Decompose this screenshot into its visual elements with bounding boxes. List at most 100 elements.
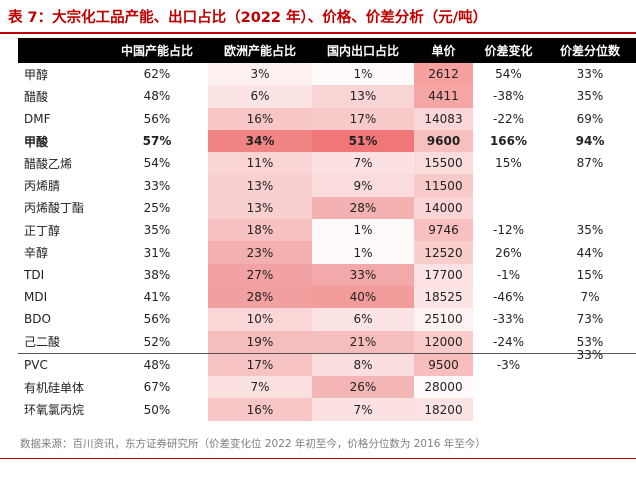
table-row: PVC 48% 17% 8% 9500 -3% 33% [18, 348, 636, 377]
cell-export-share: 1% [312, 241, 414, 264]
cell-eu-capacity: 13% [208, 174, 312, 197]
cell-eu-capacity: 13% [208, 196, 312, 220]
cell-spread-percentile: 33% [576, 67, 604, 82]
table-title: 表 7：大宗化工品产能、出口占比（2022 年）、价格、价差分析（元/吨） [8, 10, 488, 26]
cell-spread-change [473, 197, 544, 219]
cell-name: TDI [24, 267, 45, 282]
table-row: DMF 56% 16% 17% 14083 -22% 69% [18, 107, 636, 130]
cell-spread-percentile: 35% [576, 89, 604, 104]
cell-cn-capacity: 25% [143, 200, 171, 215]
cell-export-share: 51% [312, 129, 414, 153]
cell-price: 28000 [414, 376, 473, 399]
cell-export-share: 26% [312, 376, 414, 399]
cell-name: BDO [24, 312, 51, 327]
bottom-divider [0, 458, 636, 459]
cell-name: PVC [18, 352, 106, 377]
cell-spread-percentile: 44% [576, 245, 604, 260]
cell-cn-capacity: 54% [143, 156, 171, 171]
cell-spread-change: 54% [495, 67, 522, 82]
cell-cn-capacity: 56% [143, 111, 171, 126]
cell-export-share: 9% [312, 174, 414, 197]
cell-spread-change: -22% [492, 111, 524, 126]
table-row: 醋酸 48% 6% 13% 4411 -38% 35% [18, 85, 636, 108]
cell-eu-capacity: 16% [208, 398, 312, 421]
table-row: 甲酸 57% 34% 51% 9600 166% 94% [18, 129, 636, 153]
table-row: 己二酸 52% 19% 21% 12000 -24% 53% [18, 330, 636, 354]
table-row: TDI 38% 27% 33% 17700 -1% 15% [18, 263, 636, 286]
cell-price: 2612 [414, 63, 473, 86]
cell-export-share: 7% [312, 152, 414, 175]
cell-price: 14083 [414, 107, 473, 130]
cell-spread-percentile: 7% [580, 290, 600, 305]
cell-name: 醋酸 [24, 89, 49, 104]
cell-export-share: 1% [312, 219, 414, 242]
cell-name: 环氧氯丙烷 [24, 403, 85, 418]
cell-export-share: 13% [312, 85, 414, 108]
cell-export-share: 1% [312, 63, 414, 86]
cell-spread-change: -24% [492, 334, 524, 349]
cell-spread-change: -46% [492, 290, 524, 305]
cell-name: 丙烯酸丁酯 [24, 201, 85, 216]
cell-cn-capacity: 38% [143, 267, 171, 282]
table-row: 辛醇 31% 23% 1% 12520 26% 44% [18, 241, 636, 264]
cell-eu-capacity: 6% [208, 85, 312, 108]
header-cell-spread-percentile: 价差分位数 [544, 38, 636, 63]
cell-cn-capacity: 62% [143, 67, 171, 82]
cell-spread-percentile: 73% [576, 312, 604, 327]
header-row: 中国产能占比 欧洲产能占比 国内出口占比 单价 价差变化 价差分位数 [18, 38, 636, 63]
cell-cn-capacity: 57% [142, 134, 172, 149]
cell-cn-capacity: 33% [143, 178, 171, 193]
floating-percentile: 33% [576, 347, 604, 362]
cell-spread-percentile [544, 376, 636, 398]
cell-spread-change: -12% [492, 223, 524, 238]
cell-spread-change: 15% [495, 156, 522, 171]
cell-name: 己二酸 [24, 335, 61, 350]
cell-spread-percentile: 33% [544, 348, 636, 377]
cell-name: 甲醇 [24, 67, 49, 82]
cell-price: 12000 [414, 330, 473, 354]
cell-spread-change [473, 398, 544, 420]
cell-name: 有机硅单体 [24, 380, 85, 395]
cell-spread-percentile [544, 197, 636, 219]
cell-eu-capacity: 34% [208, 129, 312, 153]
table-row: 甲醇 62% 3% 1% 2612 54% 33% [18, 63, 636, 86]
cell-cn-capacity: 48% [106, 352, 208, 377]
header-cell-price: 单价 [414, 38, 473, 63]
cell-eu-capacity: 18% [208, 219, 312, 242]
cell-export-share: 33% [312, 263, 414, 286]
header-cell-export-share: 国内出口占比 [312, 38, 414, 63]
cell-spread-change: 26% [495, 245, 522, 260]
cell-cn-capacity: 41% [143, 290, 171, 305]
cell-spread-percentile [544, 174, 636, 196]
cell-export-share: 21% [312, 330, 414, 354]
table-row: MDI 41% 28% 40% 18525 -46% 7% [18, 285, 636, 309]
cell-export-share: 17% [312, 107, 414, 130]
cell-spread-change: -3% [473, 352, 544, 377]
cell-price: 14000 [414, 196, 473, 220]
table-row: 正丁醇 35% 18% 1% 9746 -12% 35% [18, 219, 636, 242]
cell-cn-capacity: 50% [143, 402, 171, 417]
header-cell-cn-capacity: 中国产能占比 [106, 38, 208, 63]
cell-spread-change: -33% [492, 312, 524, 327]
cell-price: 9500 [414, 352, 473, 377]
cell-name: MDI [24, 290, 48, 305]
cell-eu-capacity: 10% [208, 308, 312, 331]
cell-price: 18525 [414, 285, 473, 309]
cell-eu-capacity: 16% [208, 107, 312, 130]
cell-spread-percentile: 69% [576, 111, 604, 126]
cell-price: 9600 [414, 129, 473, 153]
cell-spread-percentile [544, 398, 636, 420]
cell-spread-change: -1% [496, 267, 521, 282]
cell-eu-capacity: 3% [208, 63, 312, 86]
cell-spread-change: 166% [489, 134, 528, 149]
cell-export-share: 7% [312, 398, 414, 421]
header-cell-eu-capacity: 欧洲产能占比 [208, 38, 312, 63]
data-table: 中国产能占比 欧洲产能占比 国内出口占比 单价 价差变化 价差分位数 甲醇 62%… [18, 38, 636, 421]
cell-name: DMF [24, 111, 51, 126]
cell-price: 25100 [414, 308, 473, 331]
cell-name: 甲酸 [24, 134, 49, 149]
cell-eu-capacity: 27% [208, 263, 312, 286]
cell-cn-capacity: 52% [143, 334, 171, 349]
cell-spread-percentile: 35% [576, 223, 604, 238]
header-cell-spread-change: 价差变化 [473, 38, 544, 63]
